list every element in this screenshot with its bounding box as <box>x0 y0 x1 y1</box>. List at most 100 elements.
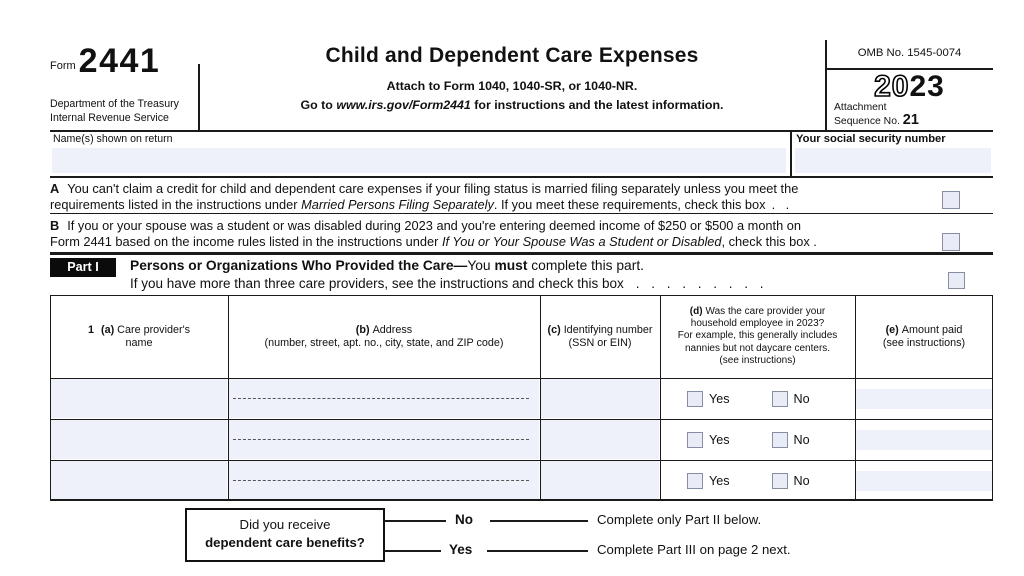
col-e-tag: (e) <box>885 323 899 336</box>
line-a-line1-text: You can't claim a credit for child and d… <box>67 181 799 196</box>
col-d-line2: household employee in 2023? <box>690 318 825 330</box>
yes-checkbox[interactable] <box>687 472 703 489</box>
sequence-line: Sequence No. 21 <box>834 112 919 128</box>
line-a-line2: requirements listed in the instructions … <box>50 197 955 213</box>
yes-checkbox[interactable] <box>687 390 703 407</box>
no-label: No <box>793 432 810 447</box>
provider-address-field[interactable] <box>229 461 539 500</box>
dependent-care-benefits-question-box: Did you receive dependent care benefits? <box>185 508 385 562</box>
sequence-number: 21 <box>902 112 919 128</box>
part1-line2-text: If you have more than three care provide… <box>130 276 624 291</box>
no-connector-line-1 <box>384 520 446 522</box>
no-checkbox[interactable] <box>771 472 788 489</box>
ssn-input[interactable] <box>795 148 991 173</box>
provider-name-field[interactable] <box>51 379 227 418</box>
no-checkbox[interactable] <box>771 390 788 407</box>
col-header-amount-paid: (e) Amount paid (see instructions) <box>855 295 993 378</box>
line-a-checkbox[interactable] <box>942 191 960 209</box>
no-connector-line-2 <box>490 520 588 522</box>
provider-name-field[interactable] <box>51 461 227 500</box>
provider-row-2: Yes No <box>50 420 993 459</box>
name-input[interactable] <box>52 148 786 173</box>
provider-name-field[interactable] <box>51 420 227 459</box>
header-bottom-rule <box>50 130 993 132</box>
provider-address-field[interactable] <box>229 420 539 459</box>
part1-badge: Part I <box>50 258 116 277</box>
col-header-address: (b) Address (number, street, apt. no., ci… <box>228 295 540 378</box>
part1-title-bold: Persons or Organizations Who Provided th… <box>130 258 468 273</box>
no-checkbox[interactable] <box>771 431 788 448</box>
col-header-household-employee: (d) Was the care provider your household … <box>660 295 855 378</box>
name-row-divider <box>790 131 792 176</box>
form-number: 2441 <box>78 42 161 80</box>
table-bottom-border <box>50 499 993 501</box>
yes-branch-label: Yes <box>449 542 473 557</box>
name-row-bottom-rule <box>50 176 993 178</box>
col-header-name: 1 (a) Care provider's name <box>50 295 228 378</box>
amount-paid-field[interactable] <box>856 471 992 491</box>
amount-paid-cell <box>856 461 992 500</box>
header-divider-left <box>198 64 200 130</box>
form-title: Child and Dependent Care Expenses <box>325 44 699 67</box>
omb-divider <box>825 68 993 70</box>
line-a-line2-post: . If you meet these requirements, check … <box>493 197 766 212</box>
col-a-label: Care provider's <box>117 323 191 336</box>
provider-id-field[interactable] <box>541 461 659 500</box>
provider-row-3: Yes No <box>50 461 993 500</box>
part1-checkbox[interactable] <box>948 272 965 289</box>
line-a-dot-leader: . . <box>771 197 790 212</box>
table-col-divider-b <box>540 295 542 501</box>
line-b-line1: B If you or your spouse was a student or … <box>50 218 955 234</box>
yes-label: Yes <box>709 473 730 488</box>
table-col-divider-a <box>228 295 230 501</box>
table-header-rule <box>50 378 993 380</box>
agency-block: Department of the Treasury Internal Reve… <box>50 98 179 125</box>
amount-paid-cell <box>856 420 992 459</box>
attachment-sequence: Attachment Sequence No. 21 <box>834 102 919 128</box>
header-divider-right <box>825 40 827 130</box>
household-employee-cell: Yes No <box>661 461 854 500</box>
provider-id-field[interactable] <box>541 379 659 418</box>
form-number-block: Form 2441 <box>50 42 161 80</box>
yes-label: Yes <box>709 391 730 406</box>
provider-id-field[interactable] <box>541 420 659 459</box>
line-b-line2-pre: Form 2441 based on the income rules list… <box>50 234 442 249</box>
amount-paid-cell <box>856 379 992 418</box>
year-outline-part: 20 <box>873 70 910 103</box>
provider-row-1: Yes No <box>50 379 993 418</box>
no-label: No <box>793 473 810 488</box>
agency-line1: Department of the Treasury <box>50 98 179 110</box>
table-col-divider-c <box>660 295 662 501</box>
part1-line2: If you have more than three care provide… <box>130 276 764 291</box>
name-label: Name(s) shown on return <box>53 133 173 145</box>
irs-url: www.irs.gov/Form2441 <box>336 98 471 112</box>
household-employee-cell: Yes No <box>661 379 854 418</box>
col-d-line4: nannies but not daycare centers. <box>684 342 831 354</box>
col-e-label: Amount paid <box>901 323 963 336</box>
line-a-bottom-rule <box>50 213 993 215</box>
table-right-border <box>991 295 993 501</box>
line-1-number: 1 <box>87 323 94 336</box>
line-b-checkbox[interactable] <box>942 233 960 251</box>
part1-title-end: complete this part. <box>527 258 644 273</box>
yes-checkbox[interactable] <box>687 431 703 448</box>
household-employee-cell: Yes No <box>661 420 854 459</box>
table-row-rule-2 <box>50 460 993 462</box>
tax-year: 2023 <box>826 70 993 103</box>
line-a-text: A You can't claim a credit for child and … <box>50 181 955 213</box>
question-line2: dependent care benefits? <box>205 534 365 550</box>
header-center: Child and Dependent Care Expenses Attach… <box>199 44 825 112</box>
table-top-border <box>50 295 993 297</box>
no-label: No <box>793 391 810 406</box>
address-divider-line <box>233 398 529 399</box>
provider-address-field[interactable] <box>229 379 539 418</box>
amount-paid-field[interactable] <box>856 430 992 450</box>
col-c-tag: (c) <box>547 323 561 336</box>
part1-top-rule <box>50 252 993 255</box>
line-a-italic-ref: Married Persons Filing Separately <box>301 197 494 212</box>
col-header-id-number: (c) Identifying number (SSN or EIN) <box>540 295 660 378</box>
col-d-line1: Was the care provider your <box>705 305 826 317</box>
amount-paid-field[interactable] <box>856 389 992 409</box>
part1-title-must: must <box>494 258 528 273</box>
